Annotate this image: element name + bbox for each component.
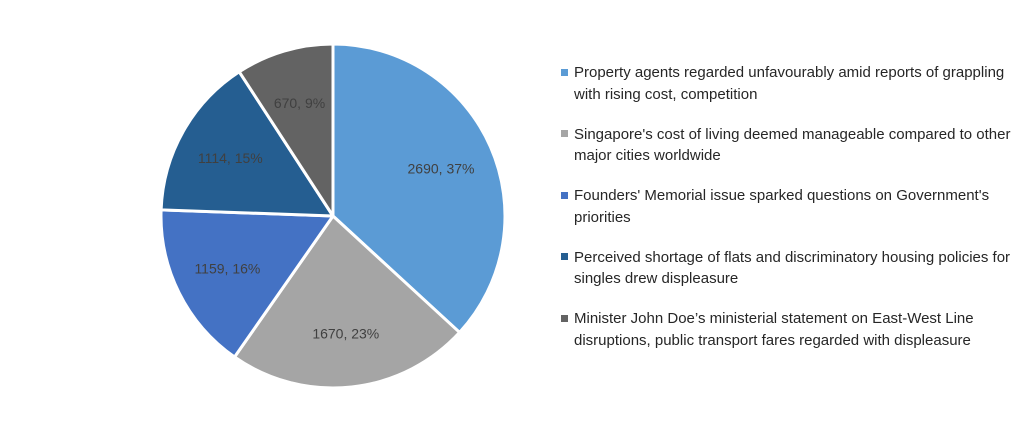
data-label-4: 1114, 15%	[198, 150, 263, 166]
data-label-5: 670, 9%	[274, 95, 325, 111]
legend-swatch-1	[561, 68, 568, 76]
data-label-2: 1670, 23%	[312, 325, 379, 341]
pie-slice-1	[331, 42, 507, 334]
legend-item-2: Singapore's cost of living deemed manage…	[560, 124, 1030, 167]
legend-item-3: Founders' Memorial issue sparked questio…	[560, 185, 1030, 228]
legend-label-2: Singapore's cost of living deemed manage…	[574, 125, 1011, 165]
legend: Property agents regarded unfavourably am…	[560, 62, 1030, 370]
pie-slice-3	[159, 208, 335, 359]
pie-data-labels: 2690, 37% 1670, 23% 1159, 16% 1114, 15% 670,…	[194, 95, 474, 341]
pie-slice-4	[159, 70, 335, 218]
legend-item-5: Minister John Doe’s ministerial statemen…	[560, 308, 1030, 351]
legend-label-5: Minister John Doe’s ministerial statemen…	[574, 310, 974, 349]
legend-swatch-5	[561, 314, 568, 322]
legend-label-4: Perceived shortage of flats and discrimi…	[574, 248, 1011, 288]
data-label-3: 1159, 16%	[194, 261, 260, 277]
legend-item-4: Perceived shortage of flats and discrimi…	[560, 247, 1030, 290]
pie-slice-5	[237, 42, 335, 218]
legend-swatch-2	[561, 130, 568, 137]
legend-swatch-4	[561, 253, 568, 260]
data-label-1: 2690, 37%	[408, 161, 475, 177]
legend-label-1: Property agents regarded unfavourably am…	[574, 64, 1005, 103]
legend-item-1: Property agents regarded unfavourably am…	[560, 62, 1030, 105]
legend-label-3: Founders' Memorial issue sparked questio…	[574, 187, 990, 226]
legend-swatch-3	[561, 191, 568, 199]
pie-slices	[159, 42, 507, 390]
pie-slice-2	[233, 214, 462, 390]
